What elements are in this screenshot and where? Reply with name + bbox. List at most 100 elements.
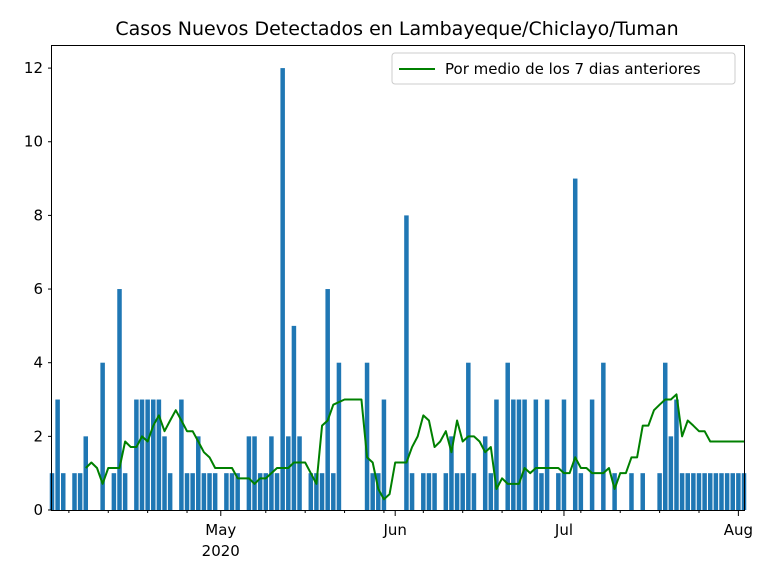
bar-2020-07-22 [679,473,685,510]
bar-2020-05-13 [286,436,291,510]
bar-2020-07-30 [724,473,730,510]
bar-2020-07-23 [685,473,690,510]
x-tick-label: May [205,521,236,539]
bar-2020-04-12 [111,473,117,510]
bar-2020-06-22 [511,399,516,510]
bar-2020-06-15 [471,473,477,510]
bar-2020-05-02 [224,473,229,510]
x-tick-label: Aug [724,521,753,539]
bar-2020-07-24 [691,473,696,510]
bar-2020-04-07 [83,436,89,510]
bar-2020-06-28 [544,399,550,510]
legend: Por medio de los 7 dias anteriores [391,52,736,85]
bar-2020-06-17 [482,436,488,510]
bar-2020-07-31 [730,473,735,510]
bar-2020-06-19 [494,399,499,510]
bar-2020-05-15 [297,436,302,510]
bar-2020-08-01 [736,473,741,510]
bar-2020-07-15 [640,473,645,510]
bar-2020-05-12 [280,68,285,510]
bar-2020-04-24 [179,399,184,510]
bar-2020-04-05 [72,473,77,510]
legend-frame [391,52,736,85]
bar-2020-04-29 [207,473,212,510]
bar-2020-04-26 [190,473,195,510]
bar-2020-05-28 [370,473,375,510]
bar-2020-06-11 [449,436,454,510]
bar-2020-04-20 [156,399,162,510]
bar-2020-05-06 [246,436,252,510]
line-layer [85,393,744,501]
bar-2020-06-13 [460,473,465,510]
bar-2020-07-13 [629,473,634,510]
plot-frame [51,45,745,511]
bar-2020-04-02 [55,399,60,510]
bar-2020-06-04 [409,473,415,510]
bar-2020-07-03 [572,178,578,511]
bar-2020-06-23 [516,399,522,510]
y-tick-label: 2 [33,427,43,445]
bar-2020-06-03 [404,215,409,510]
bar-2020-04-03 [61,473,66,510]
bar-2020-07-28 [713,473,719,510]
bar-2020-05-27 [364,362,370,510]
chart-title: Casos Nuevos Detectados en Lambayeque/Ch… [115,18,678,40]
bar-2020-05-09 [263,473,269,510]
bar-2020-05-04 [235,473,240,510]
bar-2020-06-12 [454,473,460,510]
bar-2020-05-08 [257,473,263,510]
bar-2020-05-29 [376,473,381,510]
x-axis: May 2020 Jun Jul Aug [68,510,753,560]
moving-average-line [85,393,744,501]
bar-2020-05-03 [229,473,235,510]
bar-2020-04-17 [139,399,145,510]
bar-2020-07-20 [668,436,674,510]
x-tick-year-label: 2020 [202,542,240,560]
bar-2020-07-27 [707,473,713,510]
bar-2020-04-10 [100,362,105,510]
bar-2020-07-01 [561,399,567,510]
bar-2020-06-26 [533,399,539,510]
y-tick-label: 12 [24,59,43,77]
legend-label: Por medio de los 7 dias anteriores [445,60,701,78]
bar-2020-06-27 [539,473,544,510]
bar-2020-04-13 [117,289,122,510]
bar-2020-07-25 [696,473,702,510]
bar-2020-05-17 [308,473,314,510]
bar-2020-06-10 [443,473,449,510]
bar-2020-04-25 [184,473,190,510]
y-tick-label: 6 [33,280,43,298]
bars-layer [49,68,747,511]
bar-2020-07-19 [662,362,668,510]
y-tick-label: 4 [33,354,43,372]
bar-2020-04-16 [134,399,139,510]
x-tick-label: Jun [382,521,406,539]
bar-2020-05-22 [336,362,342,510]
bar-2020-04-14 [122,473,128,510]
bar-2020-04-21 [162,436,167,510]
bar-2020-07-29 [719,473,724,510]
bar-2020-04-06 [77,473,83,510]
bar-2020-06-21 [505,362,510,510]
bar-2020-06-08 [432,473,437,510]
bar-2020-07-21 [674,399,679,510]
bar-2020-04-28 [201,473,207,510]
x-tick-label: Jul [554,521,573,539]
bar-2020-05-30 [381,399,387,510]
bar-2020-06-18 [488,473,494,510]
bar-2020-05-07 [252,436,257,510]
bar-2020-04-27 [196,436,201,510]
bar-2020-06-30 [556,473,561,510]
y-axis: 0 2 4 6 8 10 12 [24,59,52,519]
y-tick-label: 0 [33,501,43,519]
bar-2020-07-04 [578,473,584,510]
bar-2020-05-19 [319,473,325,510]
bar-2020-05-14 [291,325,297,510]
bar-2020-04-30 [212,473,218,510]
bar-2020-05-18 [314,473,319,510]
y-tick-label: 10 [24,133,43,151]
bar-2020-07-06 [589,399,595,510]
bar-2020-07-08 [601,362,606,510]
y-tick-label: 8 [33,206,43,224]
